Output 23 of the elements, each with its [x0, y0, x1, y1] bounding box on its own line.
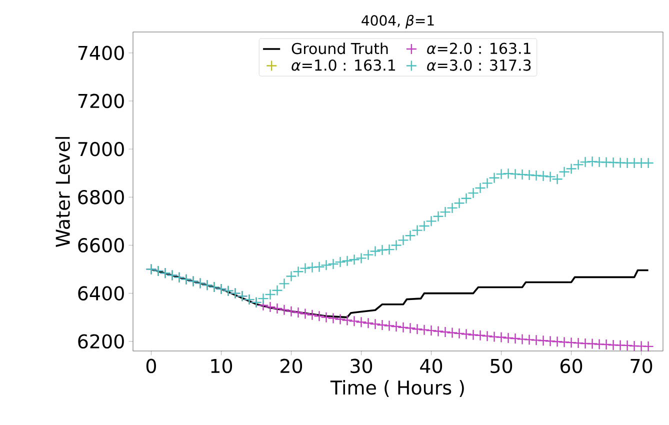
y-tick-label: 6600 — [78, 238, 124, 252]
x-tick-label: 10 — [211, 358, 232, 374]
y-axis-title: Water Level — [55, 137, 70, 248]
legend-label: α=1.0 : 163.1 — [292, 59, 396, 71]
legend-label: α=2.0 : 163.1 — [427, 42, 530, 54]
x-tick-label: 50 — [490, 358, 512, 374]
y-tick-label: 7400 — [78, 46, 124, 60]
y-tick-label: 7000 — [78, 142, 124, 156]
y-tick-label: 7200 — [78, 94, 124, 108]
x-tick-label: 20 — [280, 358, 302, 374]
x-tick-label: 0 — [146, 358, 156, 374]
x-tick-label: 30 — [350, 358, 372, 374]
y-tick-label: 6200 — [78, 334, 124, 349]
x-tick-label: 60 — [560, 358, 582, 374]
y-tick-label: 6400 — [78, 286, 124, 300]
x-tick-label: 70 — [630, 358, 652, 374]
x-tick-label: 40 — [420, 358, 442, 374]
legend-label: Ground Truth — [292, 42, 388, 54]
chart-title: 4004, β=1 — [362, 14, 434, 28]
y-tick-label: 6800 — [78, 190, 124, 204]
x-axis-title: Time ( Hours ) — [330, 380, 464, 397]
legend-label: α=3.0 : 317.3 — [427, 59, 531, 71]
line-series — [150, 268, 650, 318]
